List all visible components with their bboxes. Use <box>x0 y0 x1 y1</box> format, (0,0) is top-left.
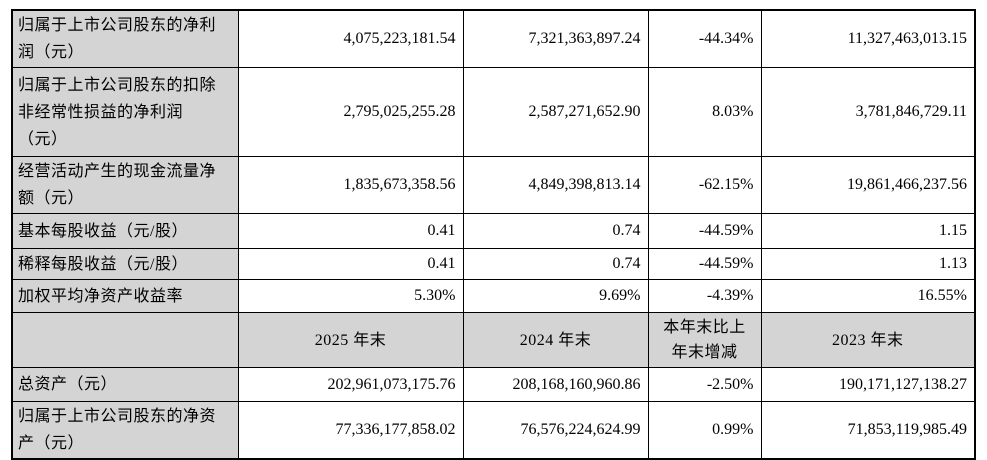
row-label-net-profit: 归属于上市公司股东的净利润（元） <box>11 9 239 68</box>
net-profit-change-value: -44.34% <box>647 9 762 68</box>
total-assets-change-value: -2.50% <box>647 367 762 402</box>
net-assets-2025-value: 77,336,177,858.02 <box>237 401 464 460</box>
total-assets-2024-value: 208,168,160,960.86 <box>462 367 649 402</box>
total-assets-2025-value: 202,961,073,175.76 <box>237 367 464 402</box>
diluted-eps-2024-value: 0.74 <box>462 248 649 280</box>
row-label-total-assets: 总资产（元） <box>11 367 239 402</box>
weighted-avg-roe-2024-value: 9.69% <box>462 279 649 313</box>
weighted-avg-roe-change-value: -4.39% <box>647 279 762 313</box>
net-assets-2024-value: 76,576,224,624.99 <box>462 401 649 460</box>
table-row-weighted-avg-roe: 加权平均净资产收益率 5.30% 9.69% -4.39% 16.55% <box>11 279 976 313</box>
net-profit-2025-value: 4,075,223,181.54 <box>237 9 464 68</box>
operating-cash-flow-2023-value: 19,861,466,237.56 <box>760 156 976 214</box>
net-assets-change-value: 0.99% <box>647 401 762 460</box>
row-label-basic-eps: 基本每股收益（元/股） <box>11 213 239 249</box>
yearend-header-2025: 2025 年末 <box>237 312 464 368</box>
financial-summary-table: 归属于上市公司股东的净利润（元） 4,075,223,181.54 7,321,… <box>11 9 976 460</box>
table-row-total-assets: 总资产（元） 202,961,073,175.76 208,168,160,96… <box>11 367 976 402</box>
table-row-basic-eps: 基本每股收益（元/股） 0.41 0.74 -44.59% 1.15 <box>11 213 976 249</box>
weighted-avg-roe-2025-value: 5.30% <box>237 279 464 313</box>
net-assets-2023-value: 71,853,119,985.49 <box>760 401 976 460</box>
deducted-net-profit-2023-value: 3,781,846,729.11 <box>760 67 976 157</box>
deducted-net-profit-change-value: 8.03% <box>647 67 762 157</box>
basic-eps-2023-value: 1.15 <box>760 213 976 249</box>
net-profit-2024-value: 7,321,363,897.24 <box>462 9 649 68</box>
yearend-header-2024: 2024 年末 <box>462 312 649 368</box>
row-label-operating-cash-flow: 经营活动产生的现金流量净额（元） <box>11 156 239 214</box>
diluted-eps-change-value: -44.59% <box>647 248 762 280</box>
basic-eps-2025-value: 0.41 <box>237 213 464 249</box>
row-label-net-assets: 归属于上市公司股东的净资产（元） <box>11 401 239 460</box>
table-row-net-profit: 归属于上市公司股东的净利润（元） 4,075,223,181.54 7,321,… <box>11 9 976 68</box>
row-label-diluted-eps: 稀释每股收益（元/股） <box>11 248 239 280</box>
table-row-yearend-header: 2025 年末 2024 年末 本年末比上年末增减 2023 年末 <box>11 312 976 368</box>
table-row-deducted-net-profit: 归属于上市公司股东的扣除非经常性损益的净利润（元） 2,795,025,255.… <box>11 67 976 157</box>
operating-cash-flow-2025-value: 1,835,673,358.56 <box>237 156 464 214</box>
deducted-net-profit-2025-value: 2,795,025,255.28 <box>237 67 464 157</box>
diluted-eps-2023-value: 1.13 <box>760 248 976 280</box>
basic-eps-2024-value: 0.74 <box>462 213 649 249</box>
operating-cash-flow-2024-value: 4,849,398,813.14 <box>462 156 649 214</box>
operating-cash-flow-change-value: -62.15% <box>647 156 762 214</box>
deducted-net-profit-2024-value: 2,587,271,652.90 <box>462 67 649 157</box>
diluted-eps-2025-value: 0.41 <box>237 248 464 280</box>
net-profit-2023-value: 11,327,463,013.15 <box>760 9 976 68</box>
row-label-weighted-avg-roe: 加权平均净资产收益率 <box>11 279 239 313</box>
row-label-deducted-net-profit: 归属于上市公司股东的扣除非经常性损益的净利润（元） <box>11 67 239 157</box>
table-row-net-assets: 归属于上市公司股东的净资产（元） 77,336,177,858.02 76,57… <box>11 401 976 460</box>
basic-eps-change-value: -44.59% <box>647 213 762 249</box>
yearend-header-empty-cell <box>11 312 239 368</box>
table-row-operating-cash-flow: 经营活动产生的现金流量净额（元） 1,835,673,358.56 4,849,… <box>11 156 976 214</box>
total-assets-2023-value: 190,171,127,138.27 <box>760 367 976 402</box>
yearend-header-change: 本年末比上年末增减 <box>647 312 762 368</box>
table-row-diluted-eps: 稀释每股收益（元/股） 0.41 0.74 -44.59% 1.13 <box>11 248 976 280</box>
weighted-avg-roe-2023-value: 16.55% <box>760 279 976 313</box>
yearend-header-2023: 2023 年末 <box>760 312 976 368</box>
